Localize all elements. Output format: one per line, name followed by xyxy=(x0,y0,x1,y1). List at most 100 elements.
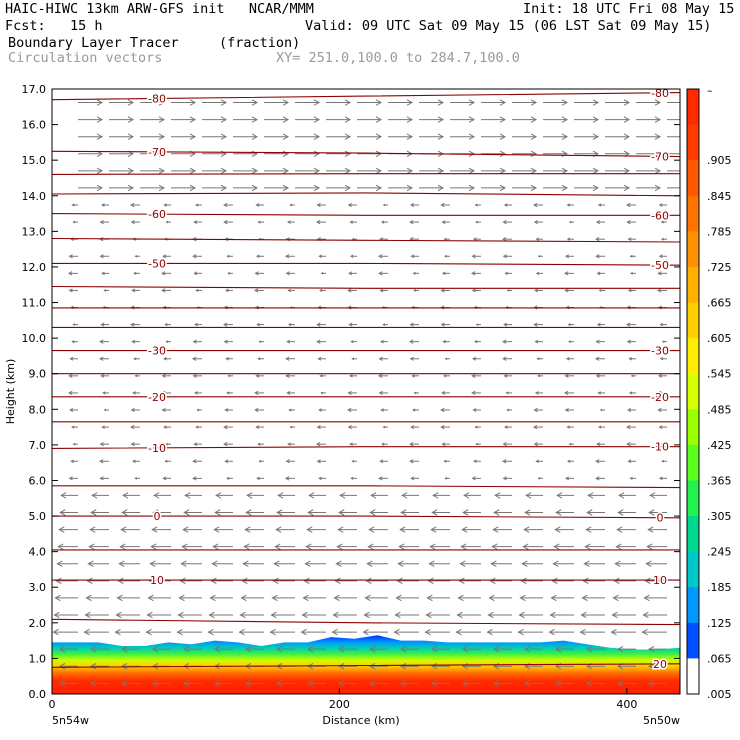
wind-vector-head xyxy=(275,526,282,533)
wind-vector-head xyxy=(300,628,307,636)
wind-vector-head xyxy=(657,390,662,396)
colorbar-swatch xyxy=(687,587,699,624)
wind-vector-head xyxy=(285,356,290,361)
isotherm-label: 0 xyxy=(154,510,161,523)
wind-vector-head xyxy=(377,373,383,379)
wind-vector-head xyxy=(473,459,477,464)
wind-vector-head xyxy=(595,237,600,242)
wind-vector-head xyxy=(444,254,448,258)
wind-vector-head xyxy=(244,645,252,653)
wind-vector-head xyxy=(381,442,385,446)
wind-vector-head xyxy=(397,560,404,567)
wind-vector-head xyxy=(409,356,414,361)
wind-vector-head xyxy=(429,543,436,550)
wind-vector-head xyxy=(425,611,432,619)
wind-vector-head xyxy=(530,116,538,123)
wind-vector-head xyxy=(101,271,105,276)
wind-vector-head xyxy=(274,543,281,550)
wind-vector-head xyxy=(282,133,290,140)
isotherm-line xyxy=(52,92,680,101)
wind-vector-head xyxy=(215,492,222,499)
wind-vector-head xyxy=(488,594,495,602)
wind-vector-head xyxy=(117,577,124,585)
wind-vector-head xyxy=(626,424,631,430)
wind-vector-head xyxy=(645,560,652,567)
wind-vector-head xyxy=(273,560,280,567)
wind-vector-head xyxy=(471,288,476,293)
wind-vector-head xyxy=(96,99,104,106)
wind-vector-head xyxy=(592,116,600,123)
wind-vector-head xyxy=(212,543,219,550)
wind-vector-head xyxy=(406,184,414,192)
wind-vector-head xyxy=(468,167,476,175)
isotherm-label: -20 xyxy=(148,391,166,404)
wind-vector-head xyxy=(320,272,324,275)
isotherm-label: -70 xyxy=(148,146,166,159)
wind-vector-head xyxy=(91,492,98,499)
wind-vector-head xyxy=(654,150,662,157)
colorbar-swatch xyxy=(687,231,699,268)
wind-vector-head xyxy=(344,184,352,192)
wind-vector-head xyxy=(196,408,200,412)
wind-vector-head xyxy=(533,322,538,327)
colorbar-label: .545 xyxy=(707,368,732,381)
wind-vector-head xyxy=(255,254,260,259)
wind-vector-head xyxy=(158,99,166,106)
wind-vector-head xyxy=(379,339,384,344)
wind-vector-head xyxy=(243,543,250,550)
wind-vector-head xyxy=(347,425,352,430)
wind-vector-head xyxy=(305,543,312,550)
wind-vector-head xyxy=(182,526,189,533)
wind-vector-head xyxy=(150,543,157,550)
wind-vector-head xyxy=(180,560,187,567)
wind-vector-head xyxy=(518,611,525,619)
wind-vector-head xyxy=(121,509,128,516)
wind-vector-head xyxy=(568,340,572,344)
wind-vector-head xyxy=(657,373,663,378)
wind-vector-head xyxy=(530,133,538,140)
wind-vector-head xyxy=(337,680,345,687)
wind-vector-head xyxy=(625,322,631,327)
wind-vector-head xyxy=(223,219,228,225)
wind-vector-head xyxy=(313,150,321,157)
wind-vector-head xyxy=(192,476,197,481)
wind-vector-head xyxy=(350,476,354,480)
wind-vector-head xyxy=(629,476,633,480)
wind-vector-head xyxy=(289,425,293,429)
wind-vector-head xyxy=(595,373,600,378)
wind-vector-head xyxy=(505,391,509,395)
wind-vector-head xyxy=(612,594,619,602)
isotherm-label: -80 xyxy=(148,92,166,105)
wind-vector-head xyxy=(492,526,499,533)
wind-vector-head xyxy=(313,133,321,140)
wind-vector-head xyxy=(399,663,407,670)
wind-vector-head xyxy=(226,254,230,258)
isotherm-line xyxy=(52,150,680,158)
wind-vector-head xyxy=(220,184,228,192)
wind-vector-head xyxy=(68,288,73,293)
wind-vector-head xyxy=(152,509,159,516)
wind-vector-head xyxy=(561,133,569,140)
wind-vector-head xyxy=(627,408,632,412)
wind-vector-head xyxy=(58,663,66,670)
wind-vector-head xyxy=(400,509,407,516)
wind-vector-head xyxy=(440,202,445,208)
wind-vector-head xyxy=(399,645,407,653)
wind-vector-head xyxy=(468,99,476,106)
wind-vector-head xyxy=(537,255,541,258)
wind-vector-head xyxy=(461,645,469,653)
wind-vector-head xyxy=(115,611,122,619)
wind-vector-head xyxy=(257,220,261,224)
colorbar-label: .905 xyxy=(707,154,732,167)
wind-vector-head xyxy=(67,271,73,276)
wind-vector-head xyxy=(331,628,338,636)
wind-vector-head xyxy=(245,509,252,516)
wind-vector-head xyxy=(349,442,353,446)
wind-vector-head xyxy=(254,407,259,413)
wind-vector-head xyxy=(443,459,447,463)
wind-vector-head xyxy=(349,254,354,258)
wind-vector-head xyxy=(626,442,631,447)
wind-vector-head xyxy=(134,374,138,378)
wind-vector-head xyxy=(595,254,600,259)
wind-vector-head xyxy=(276,509,283,516)
